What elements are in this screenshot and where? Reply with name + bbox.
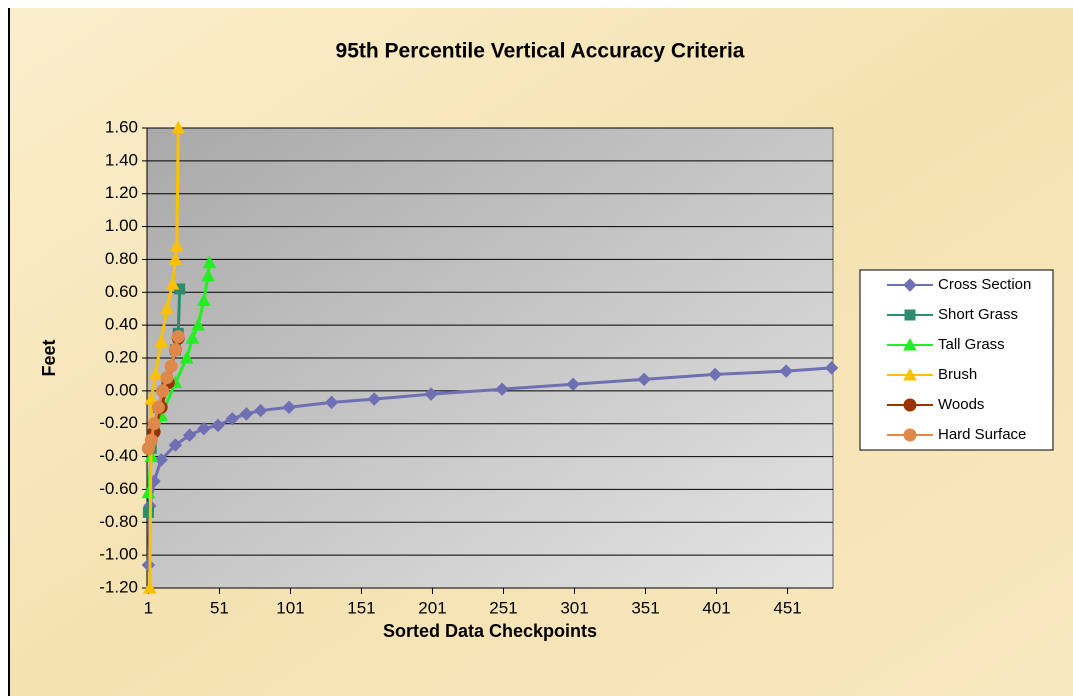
x-axis-title: Sorted Data Checkpoints xyxy=(383,621,597,641)
marker xyxy=(147,417,161,431)
x-tick-label: 351 xyxy=(631,598,659,617)
marker xyxy=(201,268,215,282)
marker xyxy=(239,407,254,421)
y-tick-label: -0.40 xyxy=(99,446,138,465)
marker xyxy=(424,387,438,401)
marker xyxy=(168,252,183,265)
legend xyxy=(859,269,1054,451)
x-tick-label: 301 xyxy=(560,598,588,617)
x-tick-label: 451 xyxy=(773,598,801,617)
marker xyxy=(367,392,381,406)
marker xyxy=(165,277,180,290)
marker xyxy=(824,361,839,375)
marker xyxy=(253,403,268,418)
marker xyxy=(197,421,211,436)
marker xyxy=(168,438,183,452)
marker xyxy=(160,371,174,385)
y-tick-label: -0.60 xyxy=(99,479,138,498)
marker xyxy=(225,412,239,426)
marker xyxy=(185,331,200,344)
marker xyxy=(324,395,339,410)
marker xyxy=(637,372,651,387)
marker xyxy=(182,428,197,442)
marker xyxy=(179,350,194,364)
legend-label: Brush xyxy=(938,366,977,383)
marker xyxy=(211,418,225,433)
y-tick-label: 1.40 xyxy=(105,150,138,169)
y-tick-label: 0.60 xyxy=(105,282,138,301)
marker xyxy=(156,384,170,398)
marker xyxy=(202,255,217,269)
marker xyxy=(904,309,916,321)
x-tick-label: 1 xyxy=(144,598,153,617)
legend-label: Cross Section xyxy=(938,276,1031,293)
y-axis-title: Feet xyxy=(39,339,59,376)
legend-label: Tall Grass xyxy=(938,336,1005,353)
y-tick-label: 0.00 xyxy=(105,380,138,399)
y-tick-label: 0.40 xyxy=(105,315,138,334)
marker xyxy=(191,318,205,331)
marker xyxy=(169,239,184,252)
marker xyxy=(151,400,165,414)
x-tick-label: 201 xyxy=(418,598,446,617)
marker xyxy=(144,433,158,447)
marker xyxy=(164,359,178,373)
chart-title: 95th Percentile Vertical Accuracy Criter… xyxy=(336,40,745,63)
marker xyxy=(282,400,296,414)
marker xyxy=(196,293,211,306)
x-tick-label: 251 xyxy=(489,598,517,617)
y-tick-label: -0.80 xyxy=(99,512,138,531)
y-tick-label: 1.00 xyxy=(105,216,138,235)
marker xyxy=(142,580,157,594)
marker xyxy=(148,367,163,380)
marker xyxy=(168,343,182,357)
marker xyxy=(708,367,722,382)
x-tick-label: 151 xyxy=(347,598,375,617)
y-tick-label: -1.20 xyxy=(99,577,138,596)
x-tick-label: 51 xyxy=(210,598,229,617)
marker xyxy=(142,506,154,518)
marker xyxy=(171,120,186,134)
marker xyxy=(903,337,917,351)
x-tick-label: 101 xyxy=(276,598,304,617)
legend-label: Woods xyxy=(938,396,984,413)
y-tick-label: -1.00 xyxy=(99,545,138,564)
marker xyxy=(160,301,174,315)
marker xyxy=(154,453,168,467)
marker xyxy=(903,367,917,381)
marker xyxy=(171,330,185,344)
marker xyxy=(154,334,169,348)
marker xyxy=(144,392,159,405)
marker xyxy=(495,382,509,396)
marker xyxy=(903,428,917,442)
marker xyxy=(903,398,917,412)
y-tick-label: 1.20 xyxy=(105,183,138,202)
marker xyxy=(779,364,793,378)
y-tick-label: 1.60 xyxy=(105,117,138,136)
y-tick-label: 0.80 xyxy=(105,249,138,268)
marker xyxy=(566,377,580,391)
y-tick-label: 0.20 xyxy=(105,347,138,366)
legend-label: Hard Surface xyxy=(938,426,1026,443)
legend-label: Short Grass xyxy=(938,306,1018,323)
y-tick-label: -0.20 xyxy=(99,413,138,432)
x-tick-label: 401 xyxy=(702,598,730,617)
marker xyxy=(903,278,917,292)
